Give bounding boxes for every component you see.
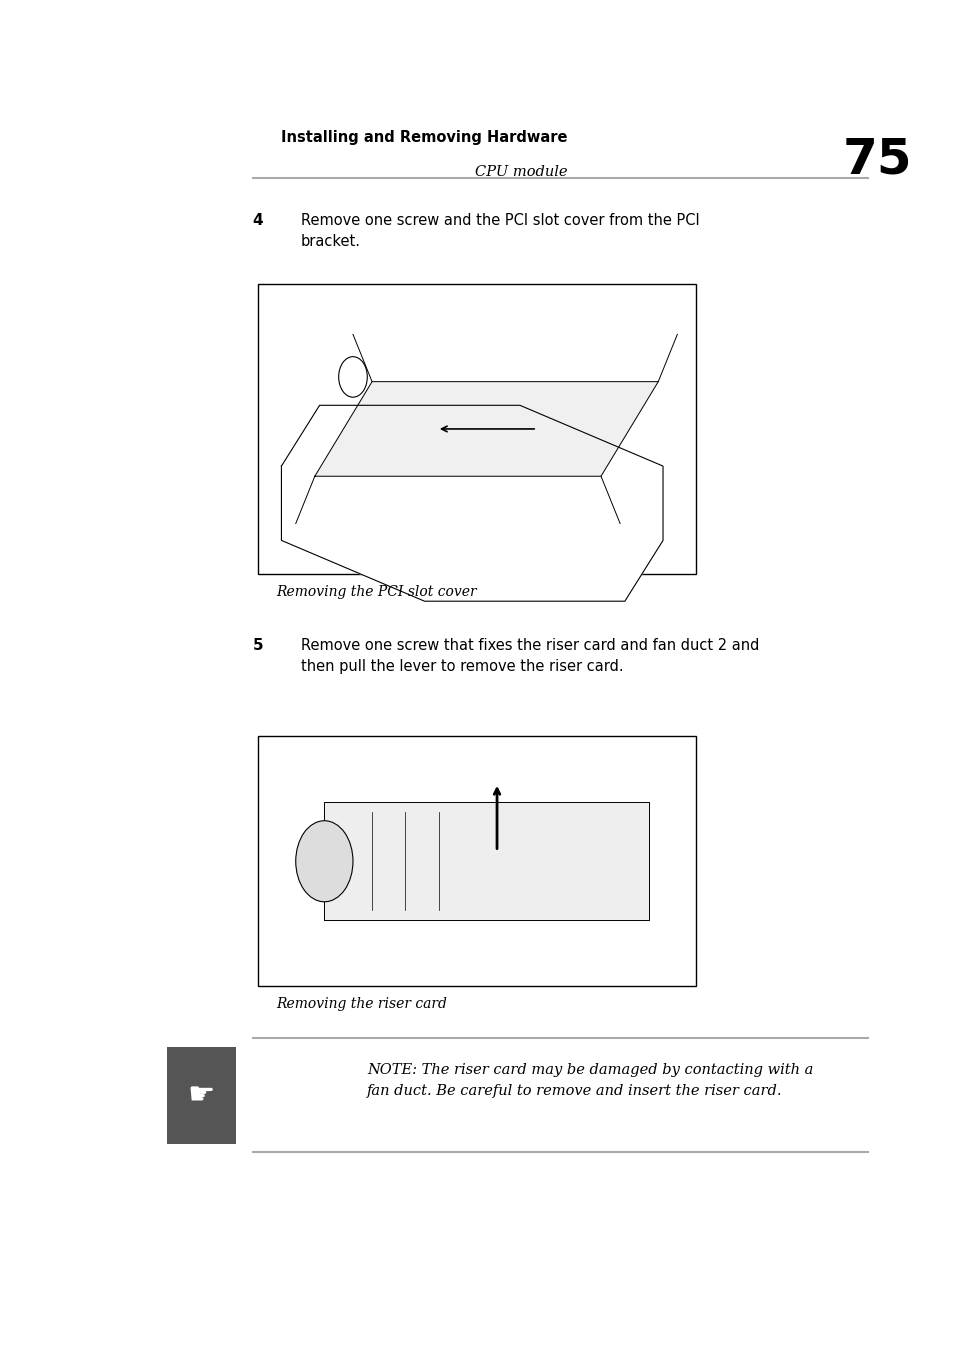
Text: 4: 4 — [253, 213, 263, 228]
Text: CPU module: CPU module — [475, 165, 567, 178]
Text: Remove one screw and the PCI slot cover from the PCI
bracket.: Remove one screw and the PCI slot cover … — [300, 213, 699, 250]
Text: 75: 75 — [842, 135, 911, 184]
Circle shape — [295, 820, 353, 902]
Text: Remove one screw that fixes the riser card and fan duct 2 and
then pull the leve: Remove one screw that fixes the riser ca… — [300, 638, 758, 674]
Text: ☛: ☛ — [188, 1081, 214, 1111]
FancyBboxPatch shape — [167, 1047, 235, 1144]
FancyBboxPatch shape — [257, 284, 696, 574]
Polygon shape — [314, 382, 658, 477]
FancyBboxPatch shape — [257, 736, 696, 986]
Text: NOTE: The riser card may be damaged by contacting with a
fan duct. Be careful to: NOTE: The riser card may be damaged by c… — [367, 1063, 813, 1098]
Text: Removing the riser card: Removing the riser card — [276, 997, 447, 1011]
Text: Installing and Removing Hardware: Installing and Removing Hardware — [281, 130, 567, 145]
Text: 5: 5 — [253, 638, 263, 653]
Polygon shape — [324, 802, 648, 920]
Text: Removing the PCI slot cover: Removing the PCI slot cover — [276, 585, 476, 598]
Polygon shape — [281, 405, 662, 601]
